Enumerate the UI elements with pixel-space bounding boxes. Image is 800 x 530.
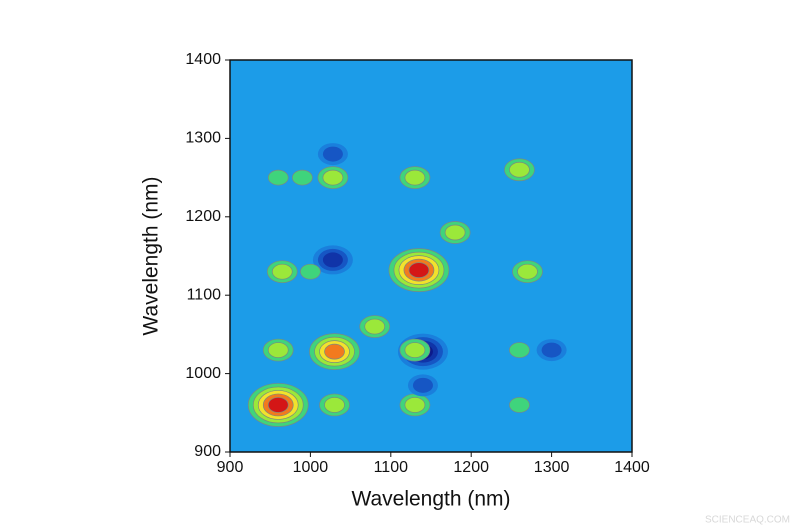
contour-ring [322, 169, 344, 186]
contour-ring [541, 342, 562, 358]
contour-ring [322, 146, 343, 162]
y-tick-label: 1200 [185, 208, 221, 225]
x-axis-title: Wavelength (nm) [351, 488, 510, 511]
x-tick-label: 1000 [293, 459, 329, 476]
contour-ring [322, 252, 343, 268]
contour-ring [267, 342, 289, 358]
x-tick-label: 1300 [534, 459, 570, 476]
y-tick-label: 1100 [187, 286, 222, 303]
contour-ring [267, 397, 289, 413]
contour-ring [408, 262, 430, 278]
plot-area [230, 60, 632, 452]
watermark: SCIENCEAQ.COM [705, 515, 790, 526]
contour-ring [271, 263, 293, 280]
y-tick-label: 900 [194, 443, 221, 460]
contour-ring [267, 169, 289, 186]
contour-ring [404, 169, 426, 186]
contour-ring [509, 342, 530, 358]
contour-ring [444, 224, 466, 241]
x-tick-label: 1400 [614, 459, 650, 476]
contour-ring [509, 161, 530, 178]
y-tick-label: 1300 [185, 130, 221, 147]
contour-ring [404, 397, 426, 413]
contour-ring [412, 377, 433, 393]
y-axis-title: Wavelength (nm) [140, 176, 163, 335]
contour-ring [300, 263, 321, 280]
contour-ring [404, 342, 426, 358]
contour-ring [292, 169, 313, 186]
contour-ring [509, 397, 530, 413]
plot-frame [229, 59, 633, 453]
x-tick-label: 900 [217, 459, 244, 476]
x-tick-label: 1200 [453, 459, 489, 476]
y-tick-label: 1000 [185, 365, 221, 382]
contour-ring [324, 397, 345, 413]
contour-ring [517, 263, 538, 280]
y-tick-label: 1400 [185, 51, 221, 68]
contour-ring [324, 343, 345, 360]
contour-ring [364, 318, 386, 335]
x-tick-label: 1100 [374, 459, 409, 476]
